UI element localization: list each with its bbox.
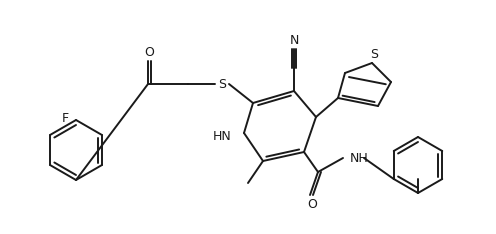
Text: HN: HN	[213, 131, 232, 143]
Text: S: S	[218, 77, 226, 91]
Text: NH: NH	[350, 151, 369, 165]
Text: S: S	[370, 48, 378, 62]
Text: O: O	[144, 47, 154, 59]
Text: F: F	[62, 113, 69, 125]
Text: N: N	[289, 33, 299, 47]
Text: O: O	[307, 197, 317, 211]
